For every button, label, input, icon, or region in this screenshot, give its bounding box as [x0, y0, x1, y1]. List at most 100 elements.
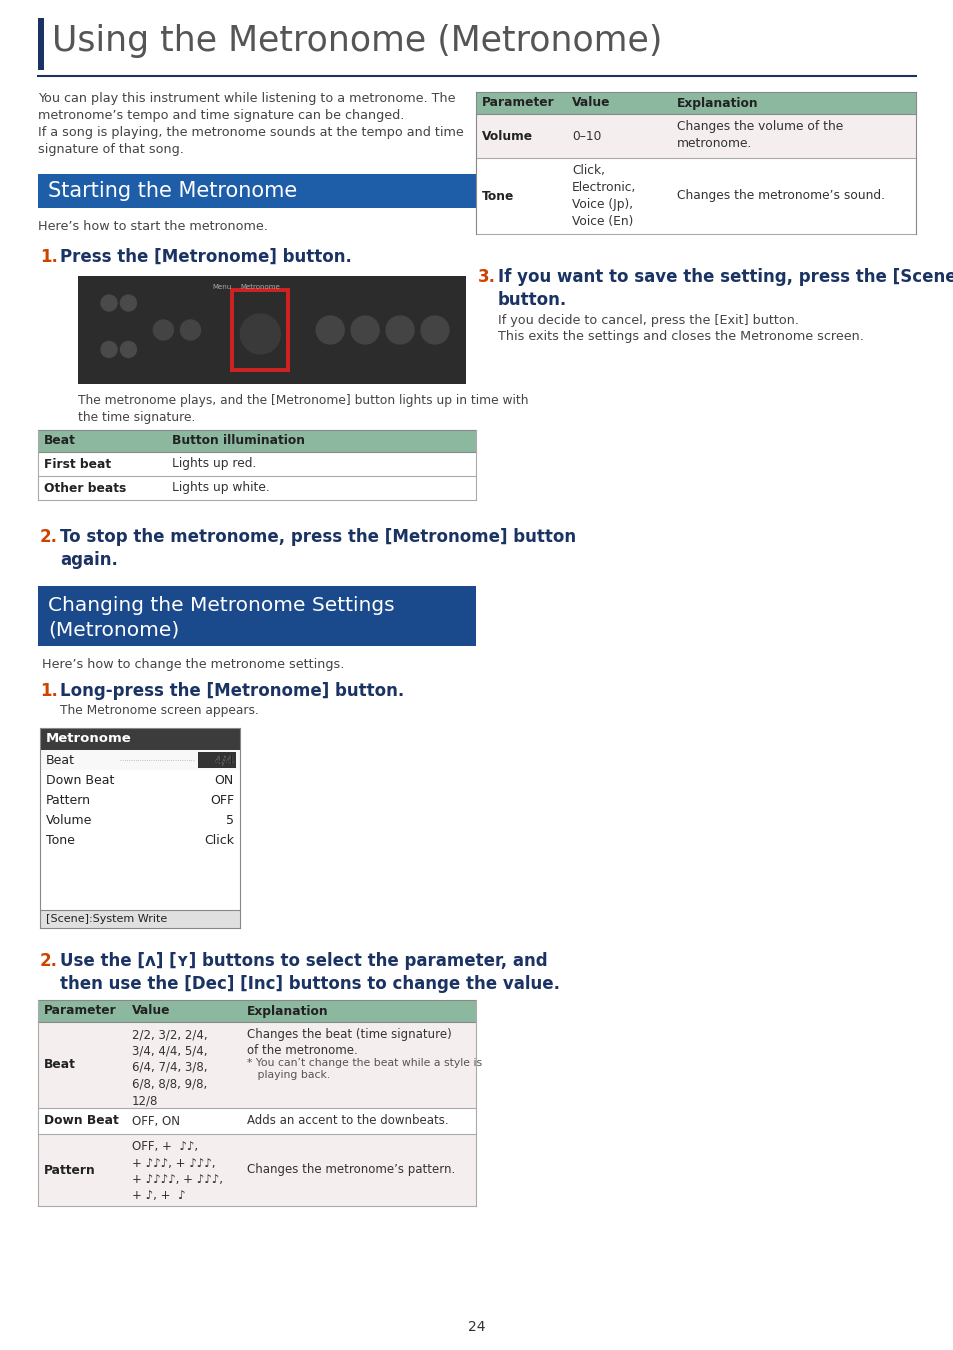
Circle shape [315, 316, 344, 344]
Bar [38, 1000, 476, 1022]
Text: The Metronome screen appears.: The Metronome screen appears. [60, 703, 258, 717]
Text: 2/2, 3/2, 2/4,
3/4, 4/4, 5/4,
6/4, 7/4, 3/8,
6/8, 8/8, 9/8,
12/8: 2/2, 3/2, 2/4, 3/4, 4/4, 5/4, 6/4, 7/4, … [132, 1027, 208, 1107]
Text: Beat: Beat [44, 1058, 76, 1072]
Bar [40, 830, 240, 850]
Text: OFF, +  ♪♪,
+ ♪♪♪, + ♪♪♪,
+ ♪♪♪♪, + ♪♪♪,
+ ♪, +  ♪: OFF, + ♪♪, + ♪♪♪, + ♪♪♪, + ♪♪♪♪, + ♪♪♪, … [132, 1139, 223, 1203]
Bar [230, 288, 290, 373]
Bar [38, 477, 476, 500]
Text: 1.: 1. [40, 248, 58, 266]
Text: To stop the metronome, press the [Metronome] button
again.: To stop the metronome, press the [Metron… [60, 528, 576, 568]
Text: Metronome: Metronome [240, 284, 280, 290]
Bar [476, 92, 915, 113]
Text: 0–10: 0–10 [572, 130, 600, 143]
Text: Lights up red.: Lights up red. [172, 458, 256, 471]
Text: Here’s how to change the metronome settings.: Here’s how to change the metronome setti… [42, 657, 344, 671]
Bar [40, 810, 240, 830]
Circle shape [240, 315, 280, 354]
Text: Volume: Volume [481, 130, 533, 143]
Bar [476, 113, 915, 158]
Circle shape [101, 342, 117, 358]
Text: Starting the Metronome: Starting the Metronome [48, 181, 297, 201]
Bar [40, 790, 240, 810]
Circle shape [101, 296, 117, 310]
Text: 3.: 3. [477, 269, 496, 286]
Text: Using the Metronome (Metronome): Using the Metronome (Metronome) [52, 24, 661, 58]
Text: 24: 24 [468, 1320, 485, 1334]
Text: Changes the beat (time signature)
of the metronome.: Changes the beat (time signature) of the… [247, 1027, 452, 1057]
Bar [38, 1022, 476, 1108]
Circle shape [153, 320, 173, 340]
Bar [234, 292, 286, 369]
Text: If you want to save the setting, press the [Scene]
button.: If you want to save the setting, press t… [497, 269, 953, 309]
Text: Value: Value [572, 96, 610, 109]
Text: Tone: Tone [46, 833, 74, 846]
Text: Beat: Beat [44, 435, 76, 447]
Text: Press the [Metronome] button.: Press the [Metronome] button. [60, 248, 352, 266]
Text: ON: ON [214, 774, 233, 787]
Text: 5: 5 [226, 814, 233, 826]
Text: Menu: Menu [212, 284, 231, 290]
Text: Pattern: Pattern [44, 1164, 95, 1176]
Circle shape [180, 320, 200, 340]
Text: Volume: Volume [46, 814, 92, 826]
Circle shape [386, 316, 414, 344]
Text: Changes the metronome’s pattern.: Changes the metronome’s pattern. [247, 1164, 455, 1176]
Text: Adds an accent to the downbeats.: Adds an accent to the downbeats. [247, 1115, 448, 1127]
Circle shape [420, 316, 449, 344]
Text: This exits the settings and closes the Metronome screen.: This exits the settings and closes the M… [497, 329, 863, 343]
Text: Down Beat: Down Beat [46, 774, 114, 787]
Bar [40, 769, 240, 790]
Text: Beat: Beat [46, 753, 75, 767]
Circle shape [120, 342, 136, 358]
Text: If a song is playing, the metronome sounds at the tempo and time
signature of th: If a song is playing, the metronome soun… [38, 126, 463, 157]
Text: Here’s how to start the metronome.: Here’s how to start the metronome. [38, 220, 268, 234]
Bar [40, 850, 240, 910]
Bar [78, 275, 465, 383]
Text: Changes the volume of the
metronome.: Changes the volume of the metronome. [677, 120, 842, 150]
Text: Long-press the [Metronome] button.: Long-press the [Metronome] button. [60, 682, 404, 701]
Text: 4/4: 4/4 [213, 753, 233, 767]
Text: Down Beat: Down Beat [44, 1115, 118, 1127]
Text: Explanation: Explanation [677, 96, 758, 109]
Text: 2.: 2. [40, 528, 58, 545]
Text: Changing the Metronome Settings: Changing the Metronome Settings [48, 595, 395, 616]
Text: 4/4: 4/4 [213, 753, 233, 767]
Bar [40, 751, 240, 769]
Text: OFF, ON: OFF, ON [132, 1115, 180, 1127]
Bar [38, 18, 44, 70]
Text: First beat: First beat [44, 458, 111, 471]
Bar [38, 174, 476, 208]
Bar [40, 728, 240, 751]
Text: 1.: 1. [40, 682, 58, 701]
Text: Metronome: Metronome [46, 733, 132, 745]
Text: [Scene]:System Write: [Scene]:System Write [46, 914, 167, 923]
Bar [38, 1108, 476, 1134]
Text: Lights up white.: Lights up white. [172, 482, 270, 494]
Text: Changes the metronome’s sound.: Changes the metronome’s sound. [677, 189, 884, 202]
Text: Other beats: Other beats [44, 482, 126, 494]
Text: Click,
Electronic,
Voice (Jp),
Voice (En): Click, Electronic, Voice (Jp), Voice (En… [572, 163, 636, 228]
Text: Parameter: Parameter [481, 96, 554, 109]
Bar [38, 452, 476, 477]
Text: If you decide to cancel, press the [Exit] button.: If you decide to cancel, press the [Exit… [497, 315, 799, 327]
Text: Click: Click [204, 833, 233, 846]
Text: 2.: 2. [40, 952, 58, 971]
Bar [476, 158, 915, 234]
Text: Value: Value [132, 1004, 171, 1018]
Bar [38, 586, 476, 647]
Text: (Metronome): (Metronome) [48, 620, 179, 639]
Text: * You can’t change the beat while a style is
   playing back.: * You can’t change the beat while a styl… [247, 1058, 481, 1080]
Circle shape [351, 316, 378, 344]
Text: OFF: OFF [210, 794, 233, 806]
Text: Parameter: Parameter [44, 1004, 116, 1018]
Text: Use the [ʌ] [ʏ] buttons to select the parameter, and
then use the [Dec] [Inc] bu: Use the [ʌ] [ʏ] buttons to select the pa… [60, 952, 559, 992]
Circle shape [120, 296, 136, 310]
Text: Explanation: Explanation [247, 1004, 328, 1018]
Text: You can play this instrument while listening to a metronome. The
metronome’s tem: You can play this instrument while liste… [38, 92, 455, 123]
Bar [40, 910, 240, 927]
Bar [198, 752, 235, 768]
Text: Pattern: Pattern [46, 794, 91, 806]
Text: Button illumination: Button illumination [172, 435, 305, 447]
Bar [38, 1134, 476, 1206]
Bar [38, 431, 476, 452]
